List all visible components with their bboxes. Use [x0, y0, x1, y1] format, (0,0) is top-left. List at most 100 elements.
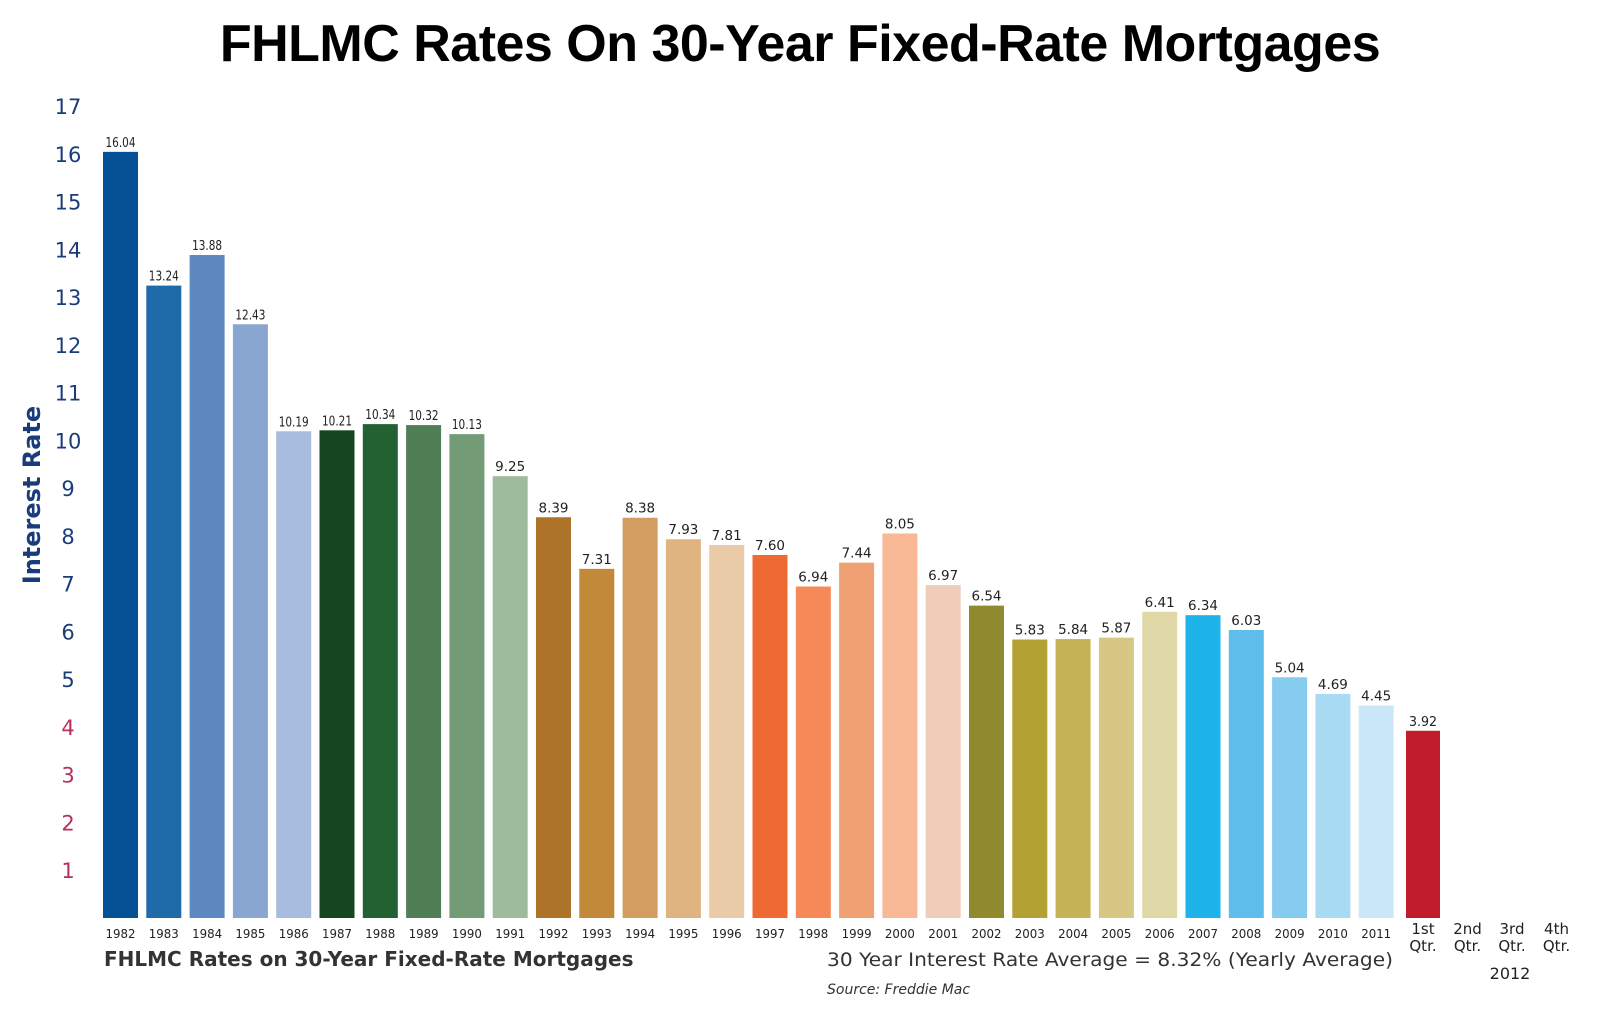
y-tick-label: 13 — [55, 286, 82, 310]
quarter-tick-label: Qtr. — [1454, 937, 1481, 955]
y-tick-label: 1 — [61, 859, 74, 883]
bar-2001 — [925, 585, 961, 918]
x-axis: 1982 1983 1984 1985 1986 1987 1988 1989 1990 1991… — [106, 926, 1392, 941]
bar-1985 — [232, 324, 268, 919]
bar-1992 — [536, 517, 571, 918]
x-tick-label: 1996 — [712, 926, 742, 941]
value-labels: 16.04 13.24 13.88 12.43 10.19 10.21 10.34 10.32… — [106, 136, 1392, 705]
value-label: 3.92 — [1409, 715, 1437, 730]
y-axis-label: Interest Rate — [18, 406, 46, 584]
quarter-tick-label: 1st — [1411, 920, 1434, 938]
x-tick-label: 2004 — [1058, 926, 1088, 941]
y-tick-label: 11 — [55, 382, 82, 406]
value-label: 6.97 — [928, 569, 958, 584]
value-label: 10.32 — [409, 409, 439, 424]
value-label: 7.93 — [668, 523, 698, 538]
bar-2010 — [1315, 693, 1351, 918]
x-tick-label: 1986 — [279, 926, 309, 941]
bar-1996 — [709, 544, 745, 918]
bar-1998 — [795, 586, 831, 918]
value-label: 9.25 — [495, 460, 525, 475]
average-annotation: 30 Year Interest Rate Average = 8.32% (Y… — [827, 949, 1393, 971]
bar-1993 — [579, 568, 615, 918]
x-tick-label: 2008 — [1231, 926, 1261, 941]
bar-2011 — [1358, 705, 1394, 918]
quarter-tick-label: 4th — [1544, 920, 1569, 938]
value-label: 8.05 — [885, 517, 915, 532]
y-tick-label: 8 — [61, 525, 74, 549]
bar-2000 — [882, 533, 918, 918]
value-label: 8.39 — [539, 501, 569, 516]
bar-2007 — [1185, 615, 1221, 918]
value-label: 8.38 — [625, 502, 655, 517]
x-tick-label: 2009 — [1275, 926, 1305, 941]
bar-1999 — [839, 562, 875, 918]
value-label: 5.83 — [1015, 624, 1045, 639]
bar-1986 — [276, 431, 312, 918]
value-label: 13.88 — [192, 239, 222, 254]
value-label: 10.34 — [365, 408, 395, 423]
chart-subtitle: FHLMC Rates on 30-Year Fixed-Rate Mortga… — [104, 947, 634, 971]
bar-1994 — [622, 517, 658, 918]
bar-1989 — [406, 425, 442, 918]
bar-1982 — [103, 151, 138, 918]
x-tick-label: 2000 — [885, 926, 915, 941]
bar-2012-q1 — [1406, 730, 1440, 918]
y-tick-label: 14 — [55, 238, 82, 262]
bar-2009 — [1272, 677, 1308, 918]
quarter-tick-label: Qtr. — [1543, 937, 1570, 955]
bar-2002 — [969, 605, 1004, 918]
bar-1991 — [492, 476, 528, 918]
bar-1988 — [362, 424, 398, 918]
value-label: 7.60 — [755, 539, 785, 554]
bar-2008 — [1228, 629, 1264, 918]
x-tick-label: 1987 — [322, 926, 352, 941]
y-tick-label: 12 — [55, 334, 82, 358]
value-label: 6.41 — [1145, 596, 1175, 611]
y-tick-label: 4 — [61, 716, 74, 740]
value-label: 13.24 — [149, 270, 179, 285]
value-label: 6.03 — [1231, 614, 1261, 629]
bar-2006 — [1142, 611, 1178, 918]
x-tick-label: 2005 — [1101, 926, 1131, 941]
x-tick-label: 2001 — [928, 926, 958, 941]
y-tick-label: 9 — [61, 477, 74, 501]
x-tick-label: 1992 — [539, 926, 569, 941]
quarter-tick-label: Qtr. — [1498, 937, 1525, 955]
x-tick-label: 1984 — [192, 926, 222, 941]
x-tick-label: 1982 — [106, 926, 136, 941]
bar-1995 — [665, 539, 701, 918]
x-tick-label: 1999 — [842, 926, 872, 941]
value-label: 10.13 — [452, 418, 482, 433]
quarter-year-label: 2012 — [1490, 964, 1531, 983]
y-tick-label: 6 — [61, 620, 74, 644]
bar-2005 — [1098, 637, 1134, 918]
quarter-tick-label: 2nd — [1453, 920, 1482, 938]
y-tick-label: 17 — [55, 95, 82, 119]
bar-1997 — [752, 554, 788, 918]
x-tick-label: 2003 — [1015, 926, 1045, 941]
value-label: 6.54 — [972, 590, 1002, 605]
value-label: 4.45 — [1361, 689, 1391, 704]
bar-1987 — [319, 430, 355, 918]
x-tick-label: 2002 — [972, 926, 1002, 941]
y-tick-label: 10 — [55, 429, 82, 453]
bar-2004 — [1055, 639, 1091, 918]
x-tick-label: 1991 — [495, 926, 525, 941]
x-tick-label: 1997 — [755, 926, 785, 941]
value-label: 6.34 — [1188, 599, 1218, 614]
value-label: 10.19 — [279, 415, 309, 430]
quarter-tick-label: 3rd — [1500, 920, 1525, 938]
x-tick-label: 1995 — [668, 926, 698, 941]
value-label: 4.69 — [1318, 678, 1348, 693]
y-tick-label: 5 — [61, 668, 74, 692]
y-tick-label: 2 — [61, 811, 74, 835]
x-tick-label: 2011 — [1361, 926, 1391, 941]
value-label: 7.81 — [712, 529, 742, 544]
y-tick-label: 15 — [55, 191, 82, 215]
value-label: 5.04 — [1275, 661, 1305, 676]
x-tick-label: 1988 — [365, 926, 395, 941]
